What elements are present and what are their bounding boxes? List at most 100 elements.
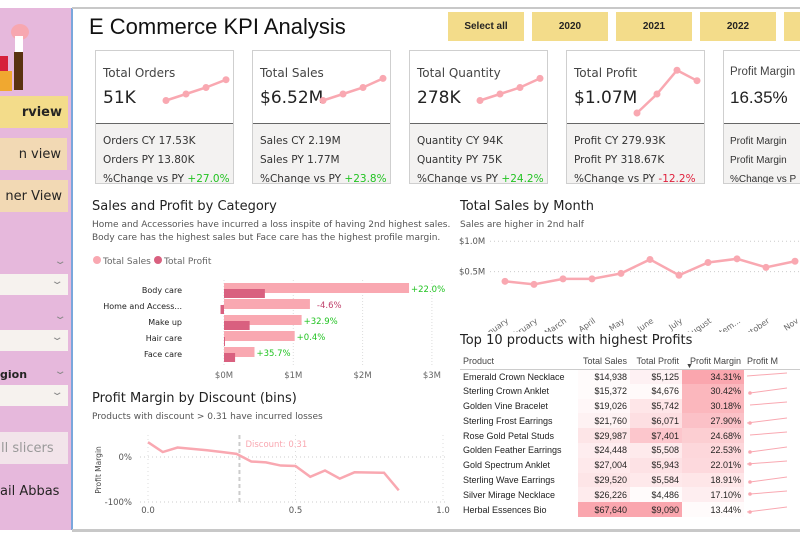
profit-bar[interactable]: [224, 321, 250, 330]
category-chart-subtitle: Home and Accessories have incurred a los…: [92, 220, 451, 243]
kpi-details: Profit CY 279.93K Profit PY 318.67K %Cha…: [567, 123, 704, 183]
product-name-cell: Sterling Crown Anklet: [463, 386, 550, 397]
profit-bar[interactable]: [224, 337, 225, 346]
month-point[interactable]: [791, 257, 799, 265]
region-dropdown[interactable]: ⌄: [0, 385, 68, 406]
sales-bar[interactable]: [224, 347, 255, 357]
table-row[interactable]: Rose Gold Petal Studs $29,987 $7,401 24.68%: [460, 428, 800, 443]
profit-margin-cell: 22.53%: [682, 442, 744, 458]
kpi-details: Orders CY 17.53K Orders PY 13.80K %Chang…: [96, 123, 233, 183]
column-header[interactable]: Total Profit: [636, 355, 679, 366]
month-point[interactable]: [646, 255, 654, 263]
kpi-cy-label: Sales CY: [260, 135, 305, 147]
chevron-down-icon[interactable]: ⌄: [53, 311, 67, 322]
kpi-card: Total Sales $6.52M Sales CY 2.19M Sales …: [252, 50, 391, 184]
sparkline-point: [496, 90, 504, 98]
table-row[interactable]: Herbal Essences Bio $67,640 $9,090 13.44%: [460, 502, 800, 517]
data-label: +32.9%: [304, 317, 338, 327]
table-row[interactable]: Sterling Frost Earrings $21,760 $6,071 27.9…: [460, 413, 800, 429]
month-point[interactable]: [675, 271, 683, 279]
kpi-value: 16.35%: [730, 88, 788, 107]
profit-margin-cell: 30.42%: [682, 383, 744, 399]
profit-margin-sparkline: [744, 502, 800, 517]
column-header[interactable]: Profit Margin ▼: [686, 355, 741, 370]
table-row[interactable]: Silver Mirage Necklace $26,226 $4,486 17.10…: [460, 487, 800, 503]
sales-bar[interactable]: [224, 283, 410, 293]
region-slicer-label: gion: [0, 368, 28, 381]
profit-margin-line: [147, 441, 400, 492]
annotation-label: Discount: 0.31: [245, 440, 307, 450]
profit-bar[interactable]: [220, 305, 224, 314]
profit-margin-sparkline: [744, 487, 800, 502]
kpi-title: Total Sales: [260, 66, 324, 80]
chevron-down-icon: ⌄: [50, 387, 64, 398]
table-row[interactable]: Sterling Wave Earrings $29,520 $5,584 18.91…: [460, 472, 800, 488]
divider: [72, 529, 800, 532]
x-tick-label: 0.5: [289, 506, 303, 516]
sales-bar[interactable]: [224, 315, 302, 325]
sidebar: rview n view ner View ⌄ ⌄ ⌄ ⌄ gion ⌄ ⌄ l…: [0, 8, 73, 530]
kpi-change-label: %Change vs PY: [260, 173, 342, 184]
product-name-cell: Golden Vine Bracelet: [463, 400, 548, 411]
makeup-logo-icon: [0, 24, 29, 91]
profit-bar[interactable]: [224, 289, 265, 298]
slicer-dropdown-2[interactable]: ⌄: [0, 330, 68, 351]
profit-bar[interactable]: [224, 353, 236, 362]
year-2020-button[interactable]: 2020: [532, 12, 608, 41]
column-header[interactable]: Total Sales: [582, 355, 627, 366]
product-name-cell: Gold Spectrum Anklet: [463, 460, 551, 471]
table-row[interactable]: Sterling Crown Anklet $15,372 $4,676 30.42%: [460, 383, 800, 399]
table-row[interactable]: Gold Spectrum Anklet $27,004 $5,943 22.01%: [460, 457, 800, 473]
month-label: April: [577, 316, 597, 332]
total-sales-cell: $21,760: [578, 413, 630, 429]
year-2022-button[interactable]: 2022: [700, 12, 776, 41]
month-point[interactable]: [501, 277, 509, 285]
nav-customer-view-button[interactable]: ner View: [0, 180, 68, 212]
month-label: October: [740, 316, 772, 332]
column-header[interactable]: Product: [463, 355, 495, 366]
month-point[interactable]: [733, 255, 741, 263]
total-sales-cell: $29,520: [578, 472, 630, 488]
x-tick-label: 0.0: [141, 506, 155, 516]
month-point[interactable]: [762, 263, 770, 271]
clear-slicers-button[interactable]: ll slicers: [0, 432, 68, 464]
slicer-dropdown-1[interactable]: ⌄: [0, 274, 68, 295]
month-point[interactable]: [530, 280, 538, 288]
kpi-py-label: Orders PY: [103, 154, 155, 166]
year-select-all-button[interactable]: Select all: [448, 12, 524, 41]
profit-margin-cell: 13.44%: [682, 502, 744, 517]
product-name-cell: Golden Feather Earrings: [463, 445, 562, 456]
month-chart-title: Total Sales by Month: [460, 199, 595, 214]
column-header[interactable]: Profit M: [747, 355, 779, 366]
sales-bar[interactable]: [224, 299, 310, 309]
category-label: Face care: [144, 350, 182, 359]
sparkline-point: [653, 90, 661, 98]
y-tick-label: $0.5M: [459, 268, 485, 278]
legend-profit-marker: [154, 256, 162, 264]
kpi-title: Total Orders: [103, 66, 176, 80]
category-label: Home and Access...: [103, 302, 182, 311]
table-row[interactable]: Emerald Crown Necklace $14,938 $5,125 34.31…: [460, 369, 800, 384]
category-label: Make up: [148, 318, 182, 327]
sparkline-point: [379, 74, 387, 82]
month-point[interactable]: [617, 269, 625, 277]
kpi-change-value: +24.2%: [501, 173, 544, 184]
profit-margin-cell: 24.68%: [682, 428, 744, 443]
kpi-title: Total Profit: [574, 66, 638, 80]
total-sales-cell: $27,004: [578, 457, 630, 473]
year-2023-button[interactable]: [784, 12, 800, 41]
sales-bar[interactable]: [224, 331, 295, 341]
sparkline-point: [536, 74, 544, 82]
chevron-down-icon[interactable]: ⌄: [53, 366, 67, 377]
month-point[interactable]: [559, 275, 567, 283]
nav-overview-button[interactable]: rview: [0, 96, 68, 128]
table-row[interactable]: Golden Feather Earrings $24,448 $5,508 22.5…: [460, 442, 800, 458]
year-2021-button[interactable]: 2021: [616, 12, 692, 41]
kpi-title: Profit Margin: [730, 66, 796, 78]
month-point[interactable]: [704, 258, 712, 266]
table-row[interactable]: Golden Vine Bracelet $19,026 $5,742 30.18%: [460, 398, 800, 414]
chevron-down-icon[interactable]: ⌄: [53, 256, 67, 267]
nav-product-view-button[interactable]: n view: [0, 138, 67, 170]
month-point[interactable]: [588, 275, 596, 283]
